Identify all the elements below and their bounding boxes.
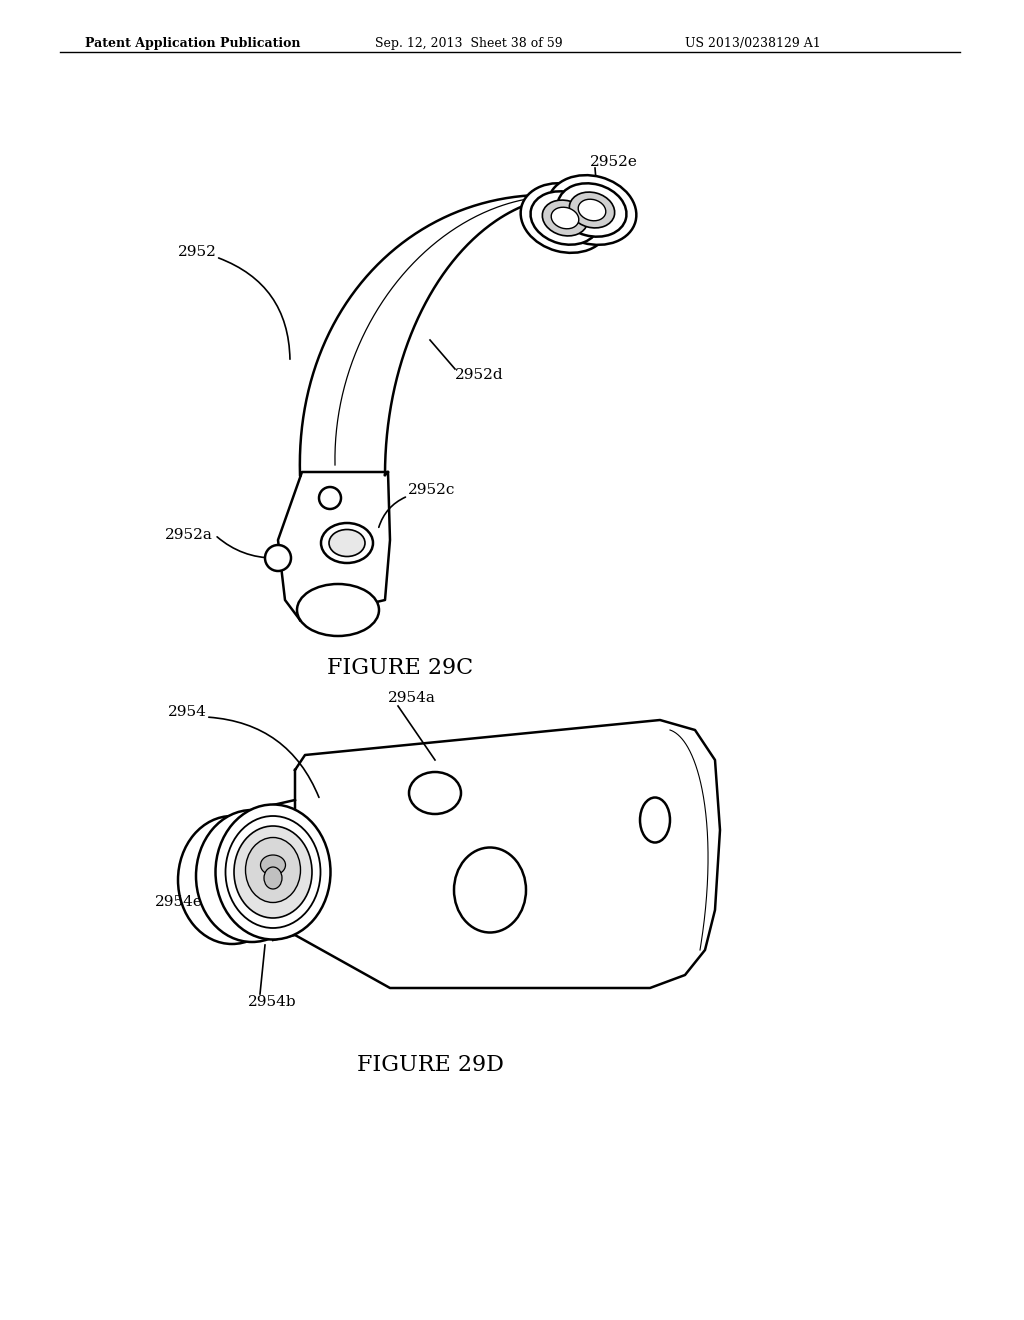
Text: FIGURE 29D: FIGURE 29D bbox=[356, 1053, 504, 1076]
Ellipse shape bbox=[196, 810, 308, 942]
Text: 2952e: 2952e bbox=[590, 154, 638, 169]
Ellipse shape bbox=[409, 772, 461, 814]
Ellipse shape bbox=[297, 583, 379, 636]
Polygon shape bbox=[278, 473, 390, 620]
Text: 2954b: 2954b bbox=[248, 995, 297, 1008]
Ellipse shape bbox=[225, 816, 321, 928]
Text: 2954a: 2954a bbox=[388, 690, 436, 705]
Ellipse shape bbox=[543, 201, 588, 236]
Ellipse shape bbox=[178, 816, 286, 944]
Ellipse shape bbox=[557, 183, 627, 236]
Ellipse shape bbox=[321, 523, 373, 564]
Ellipse shape bbox=[579, 199, 606, 220]
Ellipse shape bbox=[548, 176, 636, 244]
Ellipse shape bbox=[246, 837, 300, 903]
Ellipse shape bbox=[569, 193, 614, 228]
Ellipse shape bbox=[454, 847, 526, 932]
Circle shape bbox=[265, 545, 291, 572]
Polygon shape bbox=[300, 195, 605, 475]
Ellipse shape bbox=[530, 191, 599, 244]
Text: FIGURE 29C: FIGURE 29C bbox=[327, 657, 473, 678]
Ellipse shape bbox=[260, 855, 286, 875]
Text: Sep. 12, 2013  Sheet 38 of 59: Sep. 12, 2013 Sheet 38 of 59 bbox=[375, 37, 562, 50]
Text: 2954: 2954 bbox=[168, 705, 207, 719]
Text: US 2013/0238129 A1: US 2013/0238129 A1 bbox=[685, 37, 821, 50]
Ellipse shape bbox=[551, 207, 579, 228]
Circle shape bbox=[319, 487, 341, 510]
Ellipse shape bbox=[520, 183, 609, 253]
Text: 2952a: 2952a bbox=[165, 528, 213, 543]
Text: 2952c: 2952c bbox=[408, 483, 456, 498]
Polygon shape bbox=[295, 719, 720, 987]
Ellipse shape bbox=[234, 826, 312, 917]
Ellipse shape bbox=[329, 529, 365, 557]
Ellipse shape bbox=[264, 867, 282, 888]
Ellipse shape bbox=[215, 804, 331, 940]
Text: 2952d: 2952d bbox=[455, 368, 504, 381]
Text: 2952: 2952 bbox=[178, 246, 217, 259]
Text: Patent Application Publication: Patent Application Publication bbox=[85, 37, 300, 50]
Ellipse shape bbox=[640, 797, 670, 842]
Text: 2954e: 2954e bbox=[155, 895, 203, 909]
